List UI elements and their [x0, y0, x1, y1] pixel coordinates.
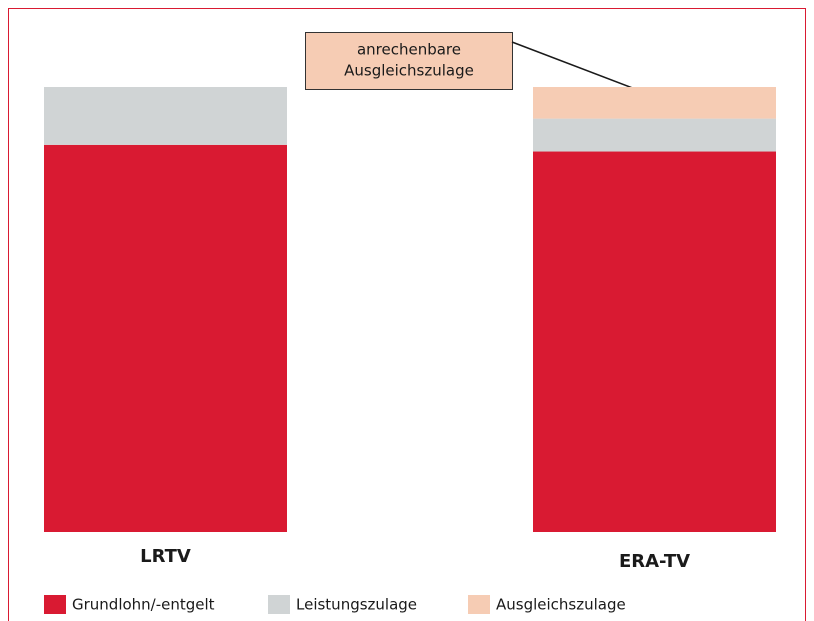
bar-segment	[44, 87, 287, 145]
category-label: LRTV	[140, 546, 191, 567]
category-label: ERA-TV	[619, 551, 690, 572]
bar-segment	[533, 151, 776, 532]
legend-label: Ausgleichszulage	[496, 596, 626, 614]
frame	[8, 8, 806, 621]
legend-swatch	[268, 595, 290, 614]
bar-segment	[533, 87, 776, 119]
annotation-text: Ausgleichszulage	[344, 62, 474, 80]
legend-swatch	[44, 595, 66, 614]
annotation-text: anrechenbare	[357, 41, 461, 59]
legend-label: Grundlohn/-entgelt	[72, 596, 215, 614]
bar-segment	[533, 118, 776, 152]
bar-segment	[44, 144, 287, 532]
legend-label: Leistungszulage	[296, 596, 417, 614]
annotation-box	[305, 32, 513, 90]
legend-swatch	[468, 595, 490, 614]
